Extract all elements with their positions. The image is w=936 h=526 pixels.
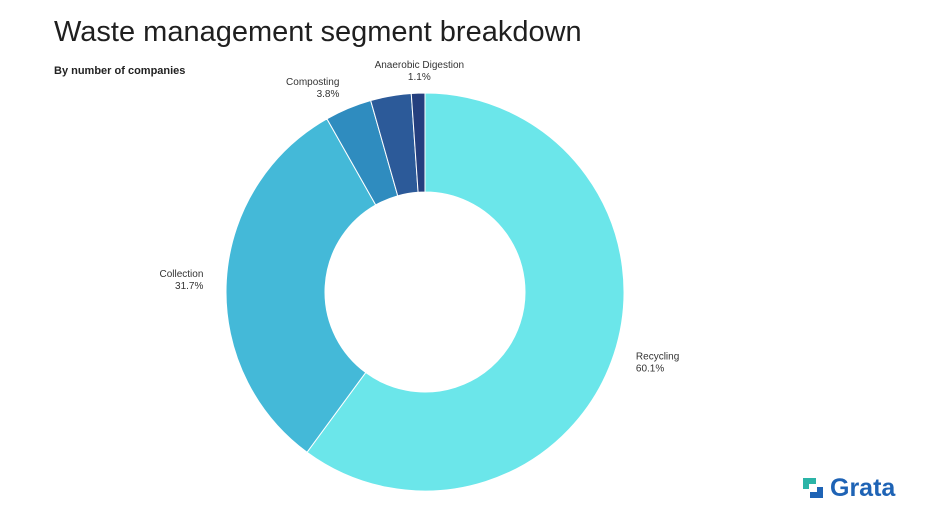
slice-collection [225,118,377,453]
slice-label-name: Recycling [636,351,679,362]
slice-label-value: 31.7% [175,281,203,292]
chart-subtitle: By number of companies [54,65,186,77]
slice-label-name: Composting [286,77,339,88]
slice-label-name: Anaerobic Digestion [375,60,465,71]
slice-recycling [306,92,625,492]
slice-label-value: 1.1% [408,72,431,83]
grata-logo-icon [803,478,823,498]
slice-label-value: 60.1% [636,363,664,374]
slice-anaerobic-digestion [410,92,426,193]
slice-label-value: 3.8% [317,89,340,100]
grata-logo: Grata [801,474,895,502]
slice-label-name: Collection [159,269,203,280]
grata-logo-text: Grata [830,473,896,502]
chart-title: Waste management segment breakdown [54,16,582,48]
